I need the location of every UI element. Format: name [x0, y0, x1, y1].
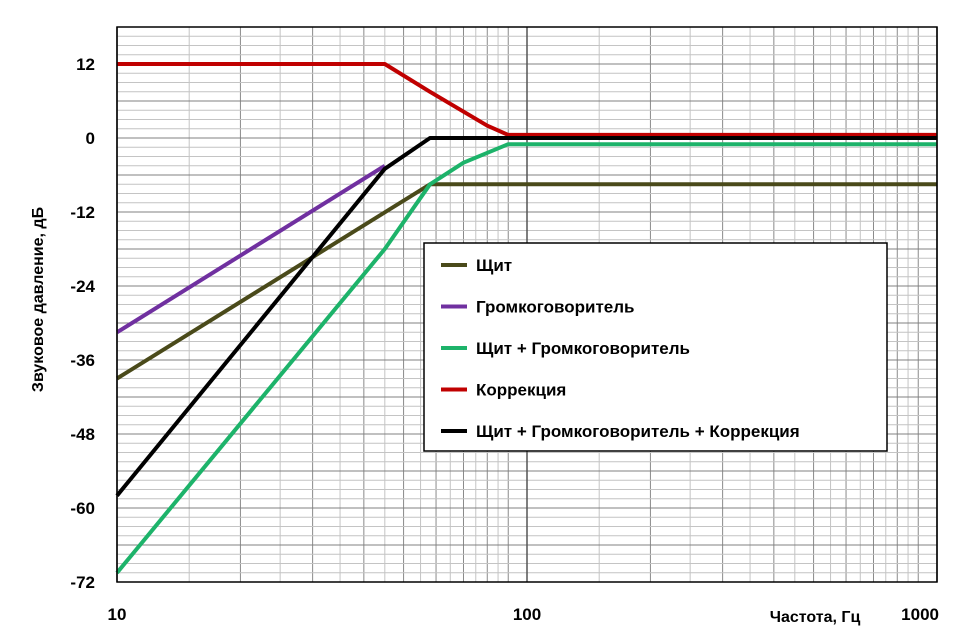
legend-label-2: Громкоговоритель [476, 298, 635, 317]
y-tick-label: -60 [70, 499, 95, 518]
y-tick-label: -24 [70, 277, 95, 296]
series-line-5 [115, 136, 937, 497]
x-axis-title: Частота, Гц [770, 609, 861, 626]
legend-box [423, 242, 888, 452]
plot-border [116, 26, 938, 583]
y-tick-label: -48 [70, 425, 95, 444]
x-tick-label: 1000 [901, 605, 939, 624]
x-tick-label: 10 [108, 605, 127, 624]
series-line-3 [115, 142, 937, 575]
series-line-4 [117, 62, 937, 137]
legend-label-1: Щит [476, 256, 512, 275]
y-tick-label: 12 [76, 55, 95, 74]
series-line-2 [115, 164, 386, 334]
y-tick-label: -36 [70, 351, 95, 370]
y-tick-label: -72 [70, 573, 95, 592]
y-tick-labels: 12 0 -12 -24 -36 -48 -60 -72 [70, 55, 95, 592]
legend-label-4: Коррекция [476, 381, 566, 400]
legend-label-5: Щит + Громкоговоритель + Коррекция [476, 422, 800, 441]
legend-label-3: Щит + Громкоговоритель [476, 339, 690, 358]
y-tick-label: 0 [86, 129, 95, 148]
series-group [115, 62, 937, 575]
legend: Щит Громкоговоритель Щит + Громкоговорител… [423, 242, 888, 452]
y-axis-title: Звуковое давление, дБ [30, 207, 47, 392]
y-tick-label: -12 [70, 203, 95, 222]
x-tick-label: 100 [513, 605, 541, 624]
x-tick-labels: 10 100 1000 [108, 605, 939, 624]
